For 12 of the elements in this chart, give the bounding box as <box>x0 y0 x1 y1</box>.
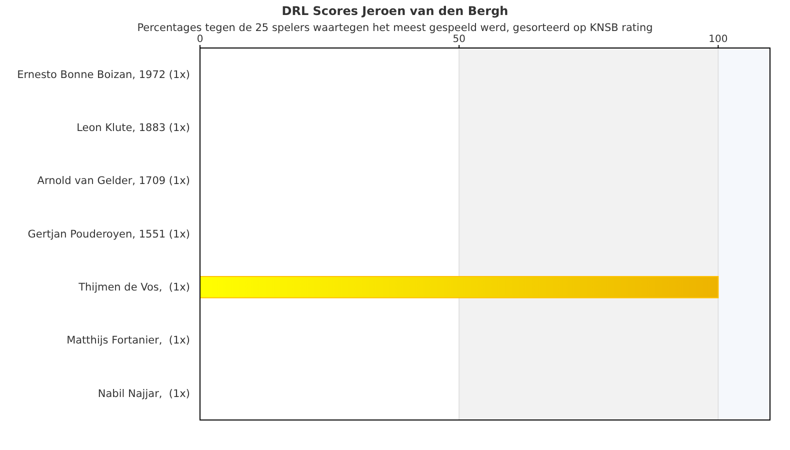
y-tick-label: Leon Klute, 1883 (1x) <box>76 122 190 134</box>
x-tick-label: 0 <box>196 34 204 45</box>
x-tick-label: 100 <box>708 34 728 45</box>
chart-title: DRL Scores Jeroen van den Bergh <box>282 4 508 18</box>
y-tick-label: Gertjan Pouderoyen, 1551 (1x) <box>28 228 190 240</box>
y-tick-label: Matthijs Fortanier, (1x) <box>66 334 190 347</box>
chart-subtitle: Percentages tegen de 25 spelers waartegen het meest gespeeld werd, gesorteerd op KNSB rating <box>137 22 653 34</box>
x-tick-label: 50 <box>452 34 466 45</box>
y-tick-label: Ernesto Bonne Boizan, 1972 (1x) <box>17 68 190 81</box>
y-tick-label: Nabil Najjar, (1x) <box>98 388 190 400</box>
y-tick-label: Arnold van Gelder, 1709 (1x) <box>37 175 190 188</box>
y-tick-label: Thijmen de Vos, (1x) <box>78 282 190 294</box>
